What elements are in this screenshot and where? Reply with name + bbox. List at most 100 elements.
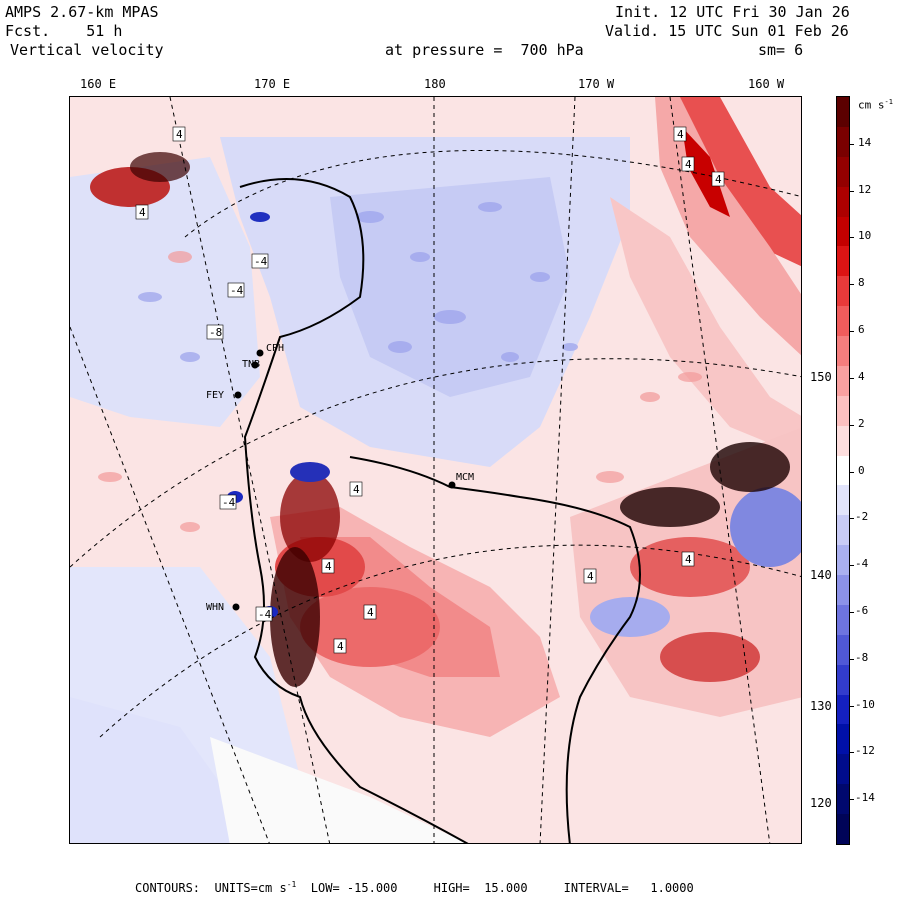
contour-label: 4 <box>353 483 360 496</box>
colorbar <box>836 96 854 845</box>
station-label: WHN <box>206 602 224 613</box>
contour-label: 4 <box>337 640 344 653</box>
colorbar-swatch <box>837 814 849 845</box>
station-label: CPH <box>266 343 284 354</box>
colorbar-swatch <box>837 664 849 696</box>
colorbar-swatch <box>837 126 849 158</box>
colorbar-swatch <box>837 634 849 666</box>
station-marker <box>232 603 240 611</box>
colorbar-tick-label: -10 <box>855 697 875 711</box>
colorbar-tick-label: 12 <box>858 182 872 196</box>
contour-label: 4 <box>325 560 332 573</box>
colorbar-swatch <box>837 784 849 815</box>
colorbar-swatch <box>837 246 849 277</box>
contour-label: 4 <box>587 570 594 583</box>
colorbar-tick-label: 2 <box>858 416 865 430</box>
colorbar-tick <box>849 190 854 192</box>
smoothing-value: sm= 6 <box>758 41 804 59</box>
contour-label: 4 <box>685 158 692 171</box>
colorbar-tick <box>849 377 854 379</box>
colorbar-tick-label: 10 <box>858 229 872 243</box>
colorbar-tick <box>849 284 854 286</box>
colorbar-tick-label: -8 <box>855 650 869 664</box>
colorbar-swatch <box>837 694 849 725</box>
station-marker <box>234 391 242 399</box>
colorbar-tick-label: 0 <box>858 463 865 477</box>
colorbar-tick-label: -2 <box>855 510 869 524</box>
station-label: MCM <box>456 472 474 483</box>
colorbar-tick <box>849 658 854 660</box>
valid-time: Valid. 15 UTC Sun 01 Feb 26 <box>605 22 849 40</box>
colorbar-swatch <box>837 365 849 397</box>
colorbar-swatch <box>837 545 849 576</box>
contour-label: -4 <box>258 608 272 621</box>
station-label: FEY <box>206 390 224 401</box>
colorbar-swatch <box>837 186 849 217</box>
colorbar-tick <box>849 705 854 707</box>
contour-label: 4 <box>367 606 374 619</box>
stations: CPH TNB FEY MCM WHN <box>206 343 474 613</box>
contour-label: 4 <box>677 128 684 141</box>
colorbar-tick <box>849 565 854 567</box>
contours-summary: CONTOURS: UNITS=cm s-1 LOW= -15.000 HIGH… <box>135 880 694 895</box>
lon-label-170e: 170 E <box>254 77 291 91</box>
colorbar-swatch <box>837 276 849 307</box>
colorbar-swatch <box>837 425 849 457</box>
coastline <box>239 178 469 843</box>
colorbar-tick <box>849 752 854 754</box>
init-time: Init. 12 UTC Fri 30 Jan 26 <box>615 3 850 21</box>
station-marker <box>256 349 264 357</box>
colorbar-tick-label: 4 <box>858 369 865 383</box>
colorbar-swatch <box>837 515 849 546</box>
contour-label: 4 <box>176 128 183 141</box>
colorbar-tick <box>849 331 854 333</box>
pressure-level: at pressure = 700 hPa <box>385 41 584 59</box>
colorbar-swatch <box>837 336 849 367</box>
contour-label: -8 <box>209 326 222 339</box>
colorbar-tick-label: 14 <box>858 135 872 149</box>
colorbar-swatch <box>837 754 849 785</box>
colorbar-tick <box>849 424 854 426</box>
station-label: TNB <box>242 359 260 370</box>
contour-label: 4 <box>139 206 146 219</box>
colorbar-tick-label: -12 <box>855 744 875 758</box>
contour-label: 4 <box>715 173 722 186</box>
colorbar-tick <box>849 237 854 239</box>
velocity-field: 4 4 4 4 4 -4 -4 -8 -4 4 4 <box>70 97 801 843</box>
forecast-hour: Fcst. 51 h <box>5 22 123 40</box>
colorbar-tick <box>849 471 854 473</box>
contour-label: -4 <box>254 255 268 268</box>
model-title: AMPS 2.67-km MPAS <box>5 3 159 21</box>
colorbar-tick <box>849 518 854 520</box>
field-name: Vertical velocity <box>10 41 164 59</box>
colorbar-tick <box>849 143 854 145</box>
colorbar-swatch <box>837 395 849 427</box>
colorbar-tick-label: 8 <box>858 276 865 290</box>
lon-label-160w: 160 W <box>748 77 785 91</box>
colorbar-tick-label: -14 <box>855 791 875 805</box>
colorbar-tick <box>849 611 854 613</box>
contour-label: -4 <box>230 284 244 297</box>
contour-label: -4 <box>222 496 236 509</box>
map-panel: 4 4 4 4 4 -4 -4 -8 -4 4 4 <box>69 96 802 844</box>
colorbar-swatch <box>837 455 849 486</box>
colorbar-tick-label: -6 <box>855 603 869 617</box>
colorbar-tick-label: -4 <box>855 557 869 571</box>
colorbar-swatch <box>837 575 849 606</box>
colorbar-swatch <box>837 485 849 516</box>
colorbar-swatch <box>837 216 849 247</box>
colorbar-swatch <box>837 724 849 755</box>
station-marker <box>448 481 456 489</box>
lon-label-180: 180 <box>424 77 446 91</box>
colorbar-swatch <box>837 156 849 188</box>
colorbar-tick-label: 6 <box>858 323 865 337</box>
colorbar-units: cm s-1 <box>858 98 893 112</box>
contour-label: 4 <box>685 553 692 566</box>
colorbar-swatch <box>837 97 849 128</box>
colorbar-swatch <box>837 306 849 337</box>
lon-label-160e: 160 E <box>80 77 117 91</box>
colorbar-swatch <box>837 604 849 636</box>
colorbar-tick <box>849 799 854 801</box>
contour-labels: 4 4 4 4 4 -4 -4 -8 -4 4 4 <box>135 126 725 654</box>
